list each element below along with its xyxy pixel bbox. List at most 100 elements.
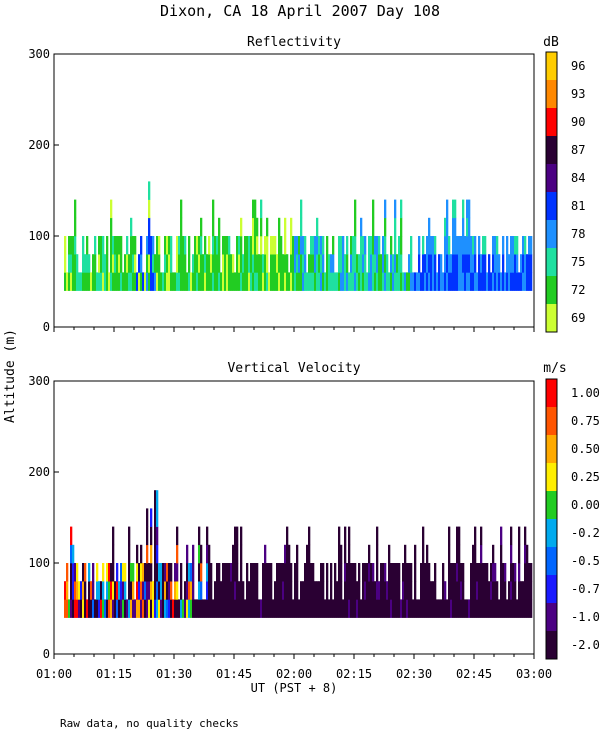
data-cell <box>196 236 199 255</box>
data-cell <box>184 236 187 255</box>
data-cell <box>448 236 451 255</box>
data-cell <box>480 599 483 618</box>
data-cell <box>380 599 383 618</box>
data-cell <box>484 563 487 582</box>
data-cell <box>256 581 259 600</box>
data-cell <box>256 563 259 582</box>
data-cell <box>480 581 483 600</box>
data-cell <box>212 199 215 219</box>
data-cell <box>502 272 505 291</box>
data-cell <box>188 272 191 291</box>
data-cell <box>246 272 249 291</box>
data-cell <box>144 563 147 582</box>
data-cell <box>480 272 483 291</box>
data-cell <box>284 599 287 618</box>
data-cell <box>236 526 239 546</box>
data-cell <box>72 563 75 582</box>
data-cell <box>86 254 89 273</box>
data-cell <box>524 272 527 291</box>
data-cell <box>74 236 77 255</box>
data-cell <box>344 563 347 582</box>
data-cell <box>66 599 69 618</box>
data-cell <box>502 236 505 255</box>
data-cell <box>142 599 145 618</box>
data-cell <box>312 581 315 600</box>
data-cell <box>186 544 189 564</box>
data-cell <box>388 544 391 564</box>
data-cell <box>208 563 211 582</box>
data-cell <box>130 563 133 582</box>
data-cell <box>304 581 307 600</box>
data-cell <box>422 272 425 291</box>
data-cell <box>182 254 185 273</box>
data-cell <box>278 599 281 618</box>
data-cell <box>286 254 289 273</box>
data-cell <box>176 581 179 600</box>
data-cell <box>176 272 179 291</box>
data-cell <box>526 254 529 273</box>
data-cell <box>254 272 257 291</box>
data-cell <box>396 581 399 600</box>
data-cell <box>274 236 277 255</box>
data-cell <box>252 254 255 273</box>
data-cell <box>326 272 329 291</box>
data-cell <box>424 272 427 291</box>
data-cell <box>74 254 77 273</box>
data-cell <box>146 526 149 546</box>
data-cell <box>370 236 373 255</box>
data-cell <box>122 581 125 600</box>
data-cell <box>380 254 383 273</box>
data-cell <box>106 599 109 618</box>
data-cell <box>428 563 431 582</box>
data-cell <box>206 599 209 618</box>
data-cell <box>356 254 359 273</box>
data-cell <box>218 217 221 237</box>
data-cell <box>276 599 279 618</box>
data-cell <box>496 236 499 255</box>
reflectivity-colorbar-unit: dB <box>543 35 559 50</box>
data-cell <box>376 272 379 291</box>
data-cell <box>266 581 269 600</box>
colorbar-segment <box>546 304 557 333</box>
data-cell <box>488 272 491 291</box>
data-cell <box>330 272 333 291</box>
data-cell <box>454 581 457 600</box>
data-cell <box>162 563 165 582</box>
data-cell <box>106 563 109 582</box>
data-cell <box>282 254 285 273</box>
data-cell <box>330 581 333 600</box>
data-cell <box>188 599 191 618</box>
data-cell <box>198 563 201 582</box>
data-cell <box>482 254 485 273</box>
data-cell <box>278 254 281 273</box>
data-cell <box>232 544 235 564</box>
data-cell <box>70 272 73 291</box>
data-cell <box>120 581 123 600</box>
data-cell <box>492 599 495 618</box>
data-cell <box>334 272 337 291</box>
data-cell <box>314 272 317 291</box>
data-cell <box>242 254 245 273</box>
data-cell <box>232 581 235 600</box>
data-cell <box>200 599 203 618</box>
data-cell <box>114 272 117 291</box>
data-cell <box>416 599 419 618</box>
data-cell <box>398 563 401 582</box>
data-cell <box>408 272 411 291</box>
data-cell <box>508 254 511 273</box>
data-cell <box>322 581 325 600</box>
data-cell <box>414 544 417 564</box>
data-cell <box>146 544 149 564</box>
data-cell <box>476 563 479 582</box>
data-cell <box>432 236 435 255</box>
data-cell <box>172 272 175 291</box>
data-cell <box>394 272 397 291</box>
data-cell <box>232 599 235 618</box>
data-cell <box>306 581 309 600</box>
data-cell <box>462 199 465 219</box>
data-cell <box>356 581 359 600</box>
data-cell <box>388 272 391 291</box>
data-cell <box>466 217 469 237</box>
data-cell <box>450 599 453 618</box>
data-cell <box>270 254 273 273</box>
